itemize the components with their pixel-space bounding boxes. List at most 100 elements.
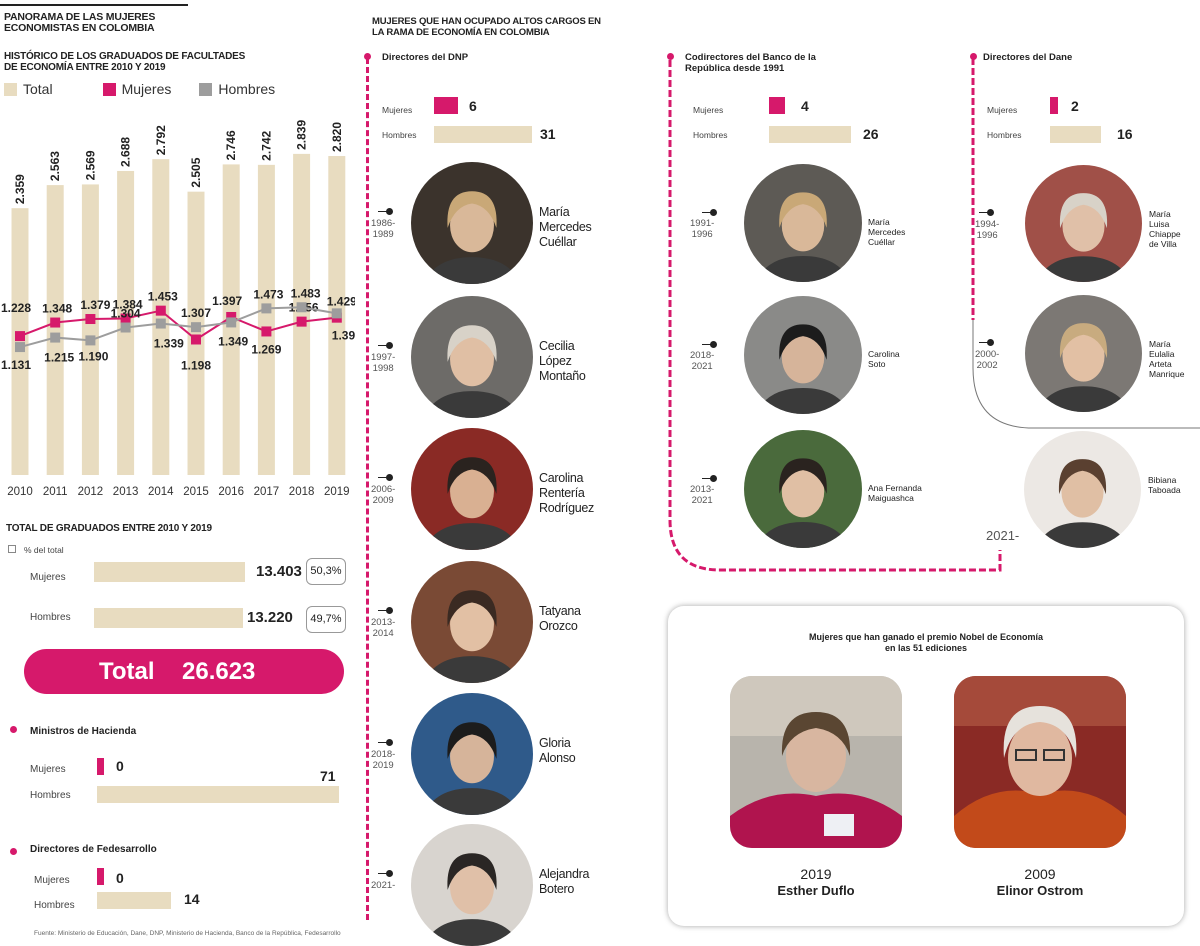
person-name: Cecilia López Montaño xyxy=(539,338,586,383)
dnp-men-value: 31 xyxy=(540,126,556,142)
banrep-timeline xyxy=(668,60,1002,572)
totals-women-pct: 50,3% xyxy=(306,558,346,585)
men-label: 1.304 xyxy=(111,307,141,321)
fedesarrollo-men-value: 14 xyxy=(184,891,200,907)
dane-dot xyxy=(970,53,977,60)
women-label: 1.228 xyxy=(1,301,31,315)
fedesarrollo-men-label: Hombres xyxy=(34,900,75,911)
women-label: 1.384 xyxy=(113,297,143,311)
person-years: 1986- 1989 xyxy=(371,218,396,241)
timeline-connector xyxy=(378,610,392,612)
x-tick-label: 2012 xyxy=(78,486,104,498)
timeline-connector xyxy=(702,343,716,345)
dnp-women-bar xyxy=(434,97,458,114)
banrep-title: Codirectores del Banco de la República d… xyxy=(685,52,816,74)
nobel-photo-ostrom xyxy=(954,676,1126,848)
women-point xyxy=(50,317,61,328)
women-point xyxy=(85,314,96,325)
men-point xyxy=(226,317,237,328)
graduates-chart: 2.359 2010 2.563 2011 2.569 2012 2.688 2013 2.79… xyxy=(1,120,355,498)
nobel-year-duflo: 2019 xyxy=(800,866,832,882)
men-point xyxy=(15,342,25,353)
ministers-women-value: 0 xyxy=(116,758,124,774)
person-years: 2000- 2002 xyxy=(975,348,1000,371)
totals-men-pct: 49,7% xyxy=(306,606,346,633)
dane-men-label: Hombres xyxy=(987,130,1022,140)
women-label: 1.453 xyxy=(148,290,178,304)
total-bar-label: 2.839 xyxy=(295,120,309,150)
timeline-connector xyxy=(378,477,392,479)
women-point xyxy=(226,311,237,322)
person-photo xyxy=(744,296,862,414)
fedesarrollo-men-bar xyxy=(97,892,171,909)
dnp-dot xyxy=(364,53,371,60)
person-name: Alejandra Botero xyxy=(539,866,590,896)
person-years: 2018- 2019 xyxy=(371,749,396,772)
person-name: María Mercedes Cuéllar xyxy=(539,204,592,249)
men-label: 1.307 xyxy=(181,306,211,320)
ministers-women-label: Mujeres xyxy=(30,764,66,775)
men-label: 1.429 xyxy=(327,294,355,308)
nobel-year-ostrom: 2009 xyxy=(1024,866,1056,882)
banrep-women-label: Mujeres xyxy=(693,105,724,115)
fedesarrollo-dot xyxy=(10,848,17,855)
pct-checkbox xyxy=(8,545,16,553)
person-photo xyxy=(1024,431,1141,548)
timeline-connector xyxy=(378,345,392,347)
men-point xyxy=(120,322,131,333)
header-rule xyxy=(0,4,188,6)
person-name: Carolina Soto xyxy=(868,349,900,370)
person-years: 2018- 2021 xyxy=(690,350,715,373)
men-point xyxy=(296,302,307,313)
women-point xyxy=(15,331,25,342)
timeline-connector xyxy=(702,211,716,213)
total-bar-label: 2.792 xyxy=(154,125,168,155)
dane-timeline xyxy=(971,58,1200,429)
men-point xyxy=(85,335,96,346)
person-name: María Luisa Chiappe de Villa xyxy=(1149,209,1181,250)
dane-women-value: 2 xyxy=(1071,98,1079,114)
men-point xyxy=(191,322,201,333)
timeline-connector xyxy=(378,873,392,875)
banrep-women-bar xyxy=(769,97,785,114)
totals-title: TOTAL DE GRADUADOS ENTRE 2010 Y 2019 xyxy=(6,523,212,534)
women-label: 1.348 xyxy=(42,302,72,316)
total-bar xyxy=(152,159,170,476)
women-point xyxy=(120,313,131,324)
women-label: 1.198 xyxy=(181,358,211,372)
x-tick-label: 2011 xyxy=(43,486,68,498)
total-bar-label: 2.742 xyxy=(259,130,273,160)
legend-swatch-women xyxy=(102,82,116,96)
timeline-connector xyxy=(979,342,993,344)
dnp-title: Directores del DNP xyxy=(382,52,469,63)
women-point xyxy=(155,305,166,316)
banrep-men-bar xyxy=(769,126,851,143)
timeline-connector xyxy=(378,742,392,744)
dnp-men-label: Hombres xyxy=(382,130,417,140)
total-bar xyxy=(187,191,205,475)
source-note: Fuente: Ministerio de Educación, Dane, D… xyxy=(34,930,341,937)
men-label: 1.131 xyxy=(1,358,31,372)
men-label: 1.190 xyxy=(78,349,108,363)
person-name: Tatyana Orozco xyxy=(539,603,581,633)
person-years: 2013- 2014 xyxy=(371,617,396,640)
person-photo xyxy=(744,164,862,282)
x-tick-label: 2017 xyxy=(254,486,280,498)
person-years: 2006- 2009 xyxy=(371,484,396,507)
total-bar-label: 2.820 xyxy=(330,122,344,152)
nobel-name-duflo: Esther Duflo xyxy=(777,883,855,898)
dane-women-label: Mujeres xyxy=(987,105,1018,115)
women-label: 1.391 xyxy=(332,329,355,343)
totals-men-label: Hombres xyxy=(30,612,71,623)
person-name: Gloria Alonso xyxy=(539,735,576,765)
x-tick-label: 2015 xyxy=(183,486,209,498)
x-tick-label: 2013 xyxy=(113,486,139,498)
person-photo xyxy=(1025,295,1142,412)
person-name: María Eulalia Arteta Manrique xyxy=(1149,339,1185,380)
x-tick-label: 2018 xyxy=(289,486,315,498)
x-tick-label: 2016 xyxy=(218,486,244,498)
person-name: Carolina Rentería Rodríguez xyxy=(539,470,594,515)
person-photo xyxy=(411,561,533,683)
legend-total: Total xyxy=(23,81,53,97)
totals-men-value: 13.220 xyxy=(247,609,293,626)
